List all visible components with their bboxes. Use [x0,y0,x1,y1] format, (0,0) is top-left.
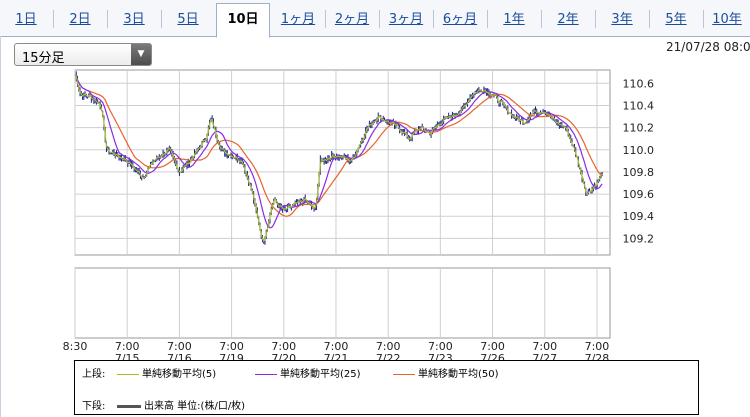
x-tick-date: 7/28 [585,352,610,360]
chart-panel [0,36,750,417]
x-tick-label: 7:00 [428,340,453,353]
y-tick-label: 110.4 [623,99,655,112]
legend-ma5: 単純移動平均(5) [117,365,216,380]
x-tick-label: 7:00 [324,340,349,353]
legend-ma50: 単純移動平均(50) [393,365,499,380]
y-tick-label: 109.6 [623,188,655,201]
x-tick-label: 7:00 [167,340,192,353]
x-tick-label: 7:00 [532,340,557,353]
x-tick-label: 7:00 [480,340,505,353]
x-tick-date: 7/20 [271,352,296,360]
ma25-swatch [255,373,277,375]
tab-10[interactable]: 1年 [503,12,525,27]
x-tick-label: 7:00 [115,340,140,353]
legend: 上段: 単純移動平均(5) 単純移動平均(25) 単純移動平均(50) 下段: … [74,360,699,415]
tab-separator [649,10,650,28]
legend-volume: 出来高 単位:(株/口/枚) [117,397,245,412]
tab-4[interactable]: 5日 [177,12,199,27]
tab-13[interactable]: 5年 [665,12,687,27]
tab-separator [541,10,542,28]
price-chart: 109.2 109.4 109.6 109.8 110.0 110.2 110.4 110.6… [63,69,655,360]
legend-ma25-label: 単純移動平均(25) [280,369,361,380]
legend-volume-label: 出来高 単位:(株/口/枚) [144,401,246,412]
tab-9[interactable]: 6ヶ月 [442,12,478,27]
timestamp: 21/07/28 08:0 [666,40,750,54]
x-tick-label: 7:00 [219,340,244,353]
tab-7[interactable]: 2ヶ月 [334,12,370,27]
y-tick-label: 110.2 [623,122,655,135]
x-tick-label: 7:00 [271,340,296,353]
y-tick-label: 109.8 [623,166,655,179]
legend-ma50-label: 単純移動平均(50) [418,369,499,380]
tab-5[interactable]: 10日 [216,3,270,38]
tab-11[interactable]: 2年 [557,12,579,27]
x-tick-date: 7/15 [115,352,140,360]
tab-separator [161,10,162,28]
tab-separator [595,10,596,28]
tab-2[interactable]: 2日 [69,12,91,27]
tab-separator [487,10,488,28]
tab-separator [325,10,326,28]
interval-select-value: 15分足 [22,51,65,66]
x-tick-date: 7/19 [219,352,244,360]
ma5-swatch [117,373,139,375]
period-tabs: 1日 2日 3日 5日 10日 1ヶ月 2ヶ月 3ヶ月 6ヶ月 1年 2年 3年 5年 10年 [0,0,750,38]
legend-ma25: 単純移動平均(25) [255,365,361,380]
ma50-swatch [393,373,415,375]
tab-6[interactable]: 1ヶ月 [280,12,316,27]
volume-swatch [117,404,141,408]
tab-8[interactable]: 3ヶ月 [388,12,424,27]
legend-upper-label: 上段: [82,369,106,380]
tab-separator [53,10,54,28]
x-tick-date: 7/22 [376,352,401,360]
x-tick-date: 7/23 [428,352,453,360]
y-tick-label: 109.2 [623,232,655,245]
y-tick-label: 110.0 [623,144,655,157]
tab-separator [703,10,704,28]
price-plot-area [74,69,611,256]
tab-1[interactable]: 1日 [15,12,37,27]
x-tick-date: 7/26 [480,352,505,360]
y-axis: 109.2 109.4 109.6 109.8 110.0 110.2 110.4 110.6 [623,77,655,245]
chevron-down-icon[interactable]: ▼ [131,44,151,65]
y-tick-label: 109.4 [623,210,655,223]
x-tick-label: 7:00 [585,340,610,353]
x-axis: 8:30 7:007/157:007/167:007/197:007/207:00… [63,340,610,360]
tab-separator [433,10,434,28]
ma5-line [74,74,603,243]
ma25-line [74,74,603,229]
legend-ma5-label: 単純移動平均(5) [142,369,217,380]
x-tick-label: 7:00 [376,340,401,353]
tab-12[interactable]: 3年 [611,12,633,27]
x-tick-label: 8:30 [63,340,88,353]
tab-separator [107,10,108,28]
legend-lower-label: 下段: [82,401,106,412]
grid [74,70,610,338]
x-tick-date: 7/21 [324,352,349,360]
tab-separator [379,10,380,28]
tab-14[interactable]: 10年 [712,12,742,27]
tab-3[interactable]: 3日 [123,12,145,27]
price-marks [74,71,603,245]
y-tick-label: 110.6 [623,77,655,90]
x-tick-date: 7/27 [532,352,557,360]
interval-select[interactable]: 15分足 ▼ [14,43,152,66]
ma50-line [74,74,603,217]
x-tick-date: 7/16 [167,352,192,360]
volume-plot-area [74,267,611,339]
